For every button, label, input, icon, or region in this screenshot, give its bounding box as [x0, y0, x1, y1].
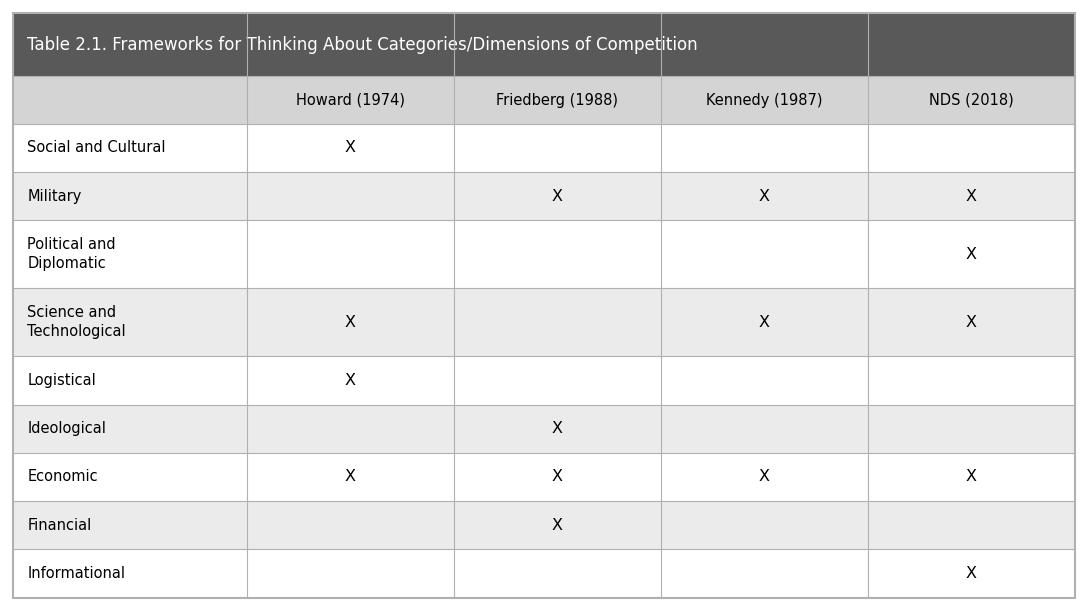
Bar — [13, 76, 247, 124]
Text: X: X — [345, 141, 356, 155]
Text: X: X — [758, 469, 770, 485]
Bar — [868, 356, 1075, 404]
Text: X: X — [966, 566, 977, 581]
Bar — [454, 124, 660, 172]
Bar — [13, 288, 247, 356]
Bar — [454, 453, 660, 501]
Bar — [660, 288, 868, 356]
Text: X: X — [758, 189, 770, 203]
Bar — [660, 404, 868, 453]
Text: Howard (1974): Howard (1974) — [296, 92, 405, 108]
Bar — [247, 501, 454, 549]
Bar — [660, 453, 868, 501]
Bar — [660, 172, 868, 220]
Bar — [660, 76, 868, 124]
Bar — [454, 172, 660, 220]
Text: Science and
Technological: Science and Technological — [27, 306, 126, 340]
Text: X: X — [552, 421, 562, 436]
Bar — [660, 124, 868, 172]
Text: Social and Cultural: Social and Cultural — [27, 141, 165, 155]
Text: X: X — [966, 189, 977, 203]
Text: X: X — [552, 518, 562, 533]
Bar — [247, 549, 454, 598]
Bar — [868, 172, 1075, 220]
Text: X: X — [552, 469, 562, 485]
Bar — [247, 404, 454, 453]
Bar — [868, 220, 1075, 288]
Bar — [660, 549, 868, 598]
Bar — [454, 404, 660, 453]
Bar — [13, 453, 247, 501]
Text: X: X — [345, 373, 356, 388]
Text: Logistical: Logistical — [27, 373, 96, 388]
Bar — [454, 220, 660, 288]
Bar — [247, 172, 454, 220]
Bar — [454, 501, 660, 549]
Bar — [13, 501, 247, 549]
Bar — [868, 288, 1075, 356]
Bar — [247, 124, 454, 172]
Text: X: X — [552, 189, 562, 203]
Bar — [660, 501, 868, 549]
Text: X: X — [758, 315, 770, 330]
Bar — [660, 356, 868, 404]
Bar — [868, 404, 1075, 453]
Bar — [13, 220, 247, 288]
Bar — [454, 288, 660, 356]
Bar — [247, 453, 454, 501]
Text: Political and
Diplomatic: Political and Diplomatic — [27, 237, 115, 271]
Bar — [868, 501, 1075, 549]
Text: Economic: Economic — [27, 469, 98, 485]
Text: Ideological: Ideological — [27, 421, 106, 436]
Text: Friedberg (1988): Friedberg (1988) — [496, 92, 618, 108]
Text: X: X — [966, 247, 977, 262]
Bar — [247, 76, 454, 124]
Bar — [13, 124, 247, 172]
Text: Kennedy (1987): Kennedy (1987) — [706, 92, 823, 108]
Bar — [868, 549, 1075, 598]
Text: Financial: Financial — [27, 518, 91, 533]
Bar — [247, 220, 454, 288]
Text: X: X — [345, 315, 356, 330]
Text: X: X — [345, 469, 356, 485]
Text: X: X — [966, 315, 977, 330]
Bar — [868, 76, 1075, 124]
Bar — [868, 453, 1075, 501]
Text: NDS (2018): NDS (2018) — [929, 92, 1014, 108]
Bar — [13, 549, 247, 598]
Bar — [660, 220, 868, 288]
Bar — [13, 356, 247, 404]
Text: Informational: Informational — [27, 566, 125, 581]
Bar — [247, 288, 454, 356]
Bar — [13, 404, 247, 453]
Bar — [454, 549, 660, 598]
Bar — [13, 13, 1075, 76]
Text: X: X — [966, 469, 977, 485]
Bar — [454, 356, 660, 404]
Bar — [868, 124, 1075, 172]
Bar — [247, 356, 454, 404]
Text: Table 2.1. Frameworks for Thinking About Categories/Dimensions of Competition: Table 2.1. Frameworks for Thinking About… — [27, 36, 697, 54]
Bar — [13, 172, 247, 220]
Text: Military: Military — [27, 189, 82, 203]
Bar — [454, 76, 660, 124]
